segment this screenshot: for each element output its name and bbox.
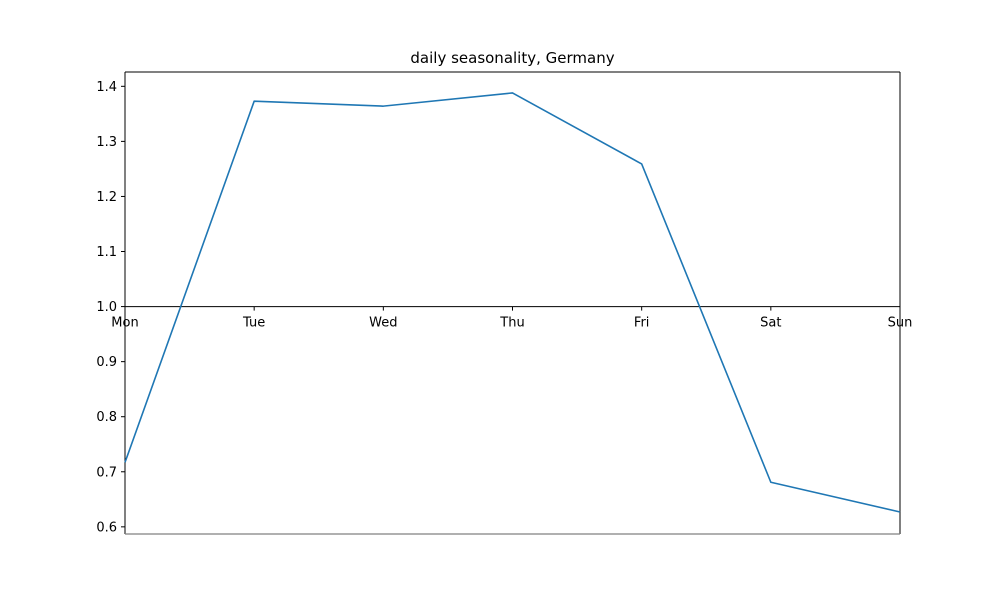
- x-tick-label: Sat: [760, 316, 781, 331]
- chart-title: daily seasonality, Germany: [410, 49, 614, 67]
- y-tick-label: 1.3: [96, 135, 117, 150]
- y-tick-label: 0.7: [96, 465, 117, 480]
- y-tick-label: 0.9: [96, 355, 117, 370]
- y-tick-label: 1.0: [96, 300, 117, 315]
- y-tick-label: 0.6: [96, 520, 117, 535]
- x-tick-label: Tue: [242, 316, 265, 331]
- x-tick-label: Fri: [634, 316, 650, 331]
- y-tick-label: 0.8: [96, 410, 117, 425]
- y-tick-label: 1.1: [96, 245, 117, 260]
- y-tick-label: 1.4: [96, 80, 117, 95]
- x-tick-label: Sun: [888, 316, 913, 331]
- x-tick-label: Mon: [111, 316, 138, 331]
- series-line: [124, 92, 901, 513]
- x-tick-label: Wed: [369, 316, 397, 331]
- x-tick-label: Thu: [499, 316, 524, 331]
- plot-area: 0.6 0.7 0.8 0.9 1.0 1.1 1.2 1.3 1.4 Mon Tue Wed Thu F…: [96, 71, 913, 535]
- y-tick-label: 1.2: [96, 190, 117, 205]
